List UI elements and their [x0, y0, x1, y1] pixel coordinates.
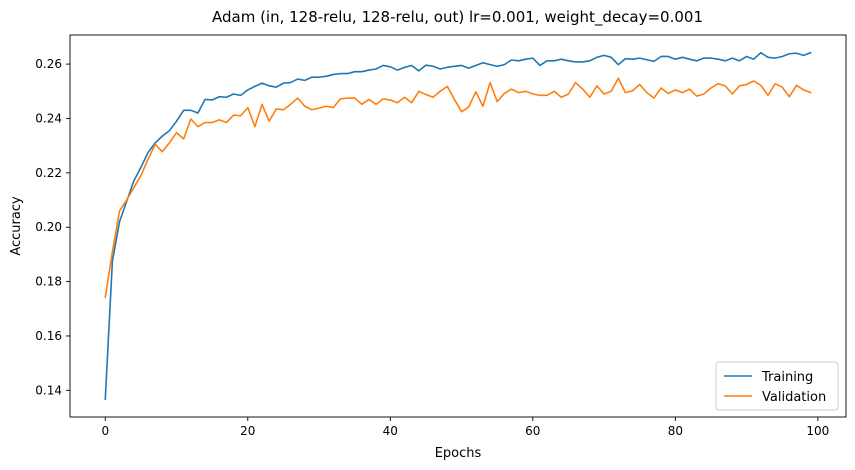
y-tick-label: 0.16 [35, 329, 62, 343]
x-axis-title: Epochs [435, 446, 482, 461]
x-tick-label: 40 [383, 424, 398, 438]
legend-frame [715, 361, 839, 411]
x-tick-label: 80 [668, 424, 683, 438]
y-axis: 0.14 0.16 0.18 0.20 0.22 0.24 0.26 [35, 57, 70, 397]
y-tick-label: 0.26 [35, 57, 62, 71]
series-line-validation [104, 77, 812, 299]
x-tick-label: 60 [525, 424, 540, 438]
legend-label-validation: Validation [762, 390, 826, 405]
chart-title: Adam (in, 128-relu, 128-relu, out) lr=0.… [212, 8, 703, 27]
y-axis-title: Accuracy [9, 196, 24, 256]
y-tick-label: 0.18 [35, 275, 62, 289]
x-tick-label: 20 [240, 424, 255, 438]
y-tick-label: 0.24 [35, 111, 62, 125]
series-line-training [104, 51, 812, 401]
plot-frame [69, 34, 847, 418]
y-tick-label: 0.14 [35, 383, 62, 397]
legend-label-training: Training [761, 370, 813, 385]
x-tick-label: 100 [806, 424, 829, 438]
y-tick-label: 0.22 [35, 166, 62, 180]
x-axis: 0 20 40 60 80 100 [101, 417, 829, 438]
series-layer [104, 51, 812, 401]
x-tick-label: 0 [101, 424, 109, 438]
y-tick-label: 0.20 [35, 220, 62, 234]
plot-area [70, 35, 846, 417]
legend: Training Validation [715, 361, 839, 411]
